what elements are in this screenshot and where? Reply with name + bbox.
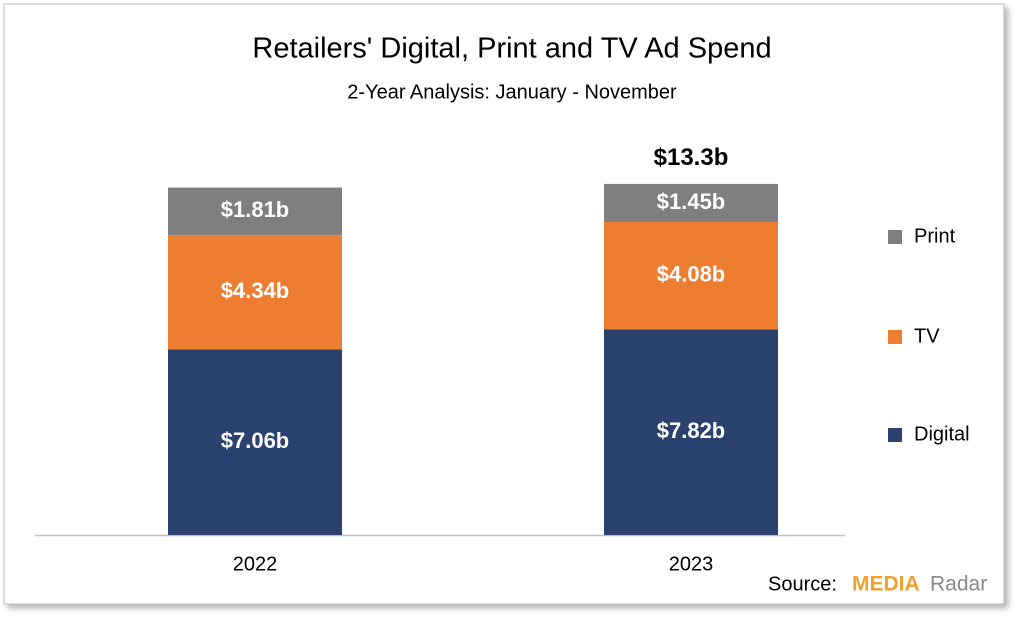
source-label: Source: — [768, 573, 837, 595]
x-tick-label: 2023 — [669, 553, 714, 575]
legend-swatch — [888, 230, 902, 244]
source-brand: MEDIA — [852, 573, 920, 596]
chart-title: Retailers' Digital, Print and TV Ad Spen… — [252, 33, 771, 65]
data-label: $4.08b — [657, 261, 726, 286]
legend-swatch — [888, 428, 902, 442]
bar-segment — [604, 329, 778, 535]
legend-label: Digital — [914, 423, 970, 445]
bar-segment — [604, 222, 778, 330]
x-tick-label: 2022 — [233, 553, 278, 575]
chart-subtitle: 2-Year Analysis: January - November — [347, 81, 677, 103]
bar-segment — [168, 235, 342, 350]
bar-segment — [604, 183, 778, 223]
bar-segment — [168, 349, 342, 535]
data-label: $1.45b — [657, 189, 726, 214]
total-label: $13.3b — [654, 144, 729, 171]
source-brand: Radar — [930, 573, 987, 596]
legend-label: TV — [914, 325, 940, 347]
legend-label: Print — [914, 225, 956, 247]
legend-swatch — [888, 330, 902, 344]
data-label: $4.34b — [221, 278, 290, 303]
data-label: $7.82b — [657, 418, 726, 443]
data-label: $1.81b — [221, 197, 290, 222]
data-label: $7.06b — [221, 428, 290, 453]
bar-segment — [168, 187, 342, 236]
